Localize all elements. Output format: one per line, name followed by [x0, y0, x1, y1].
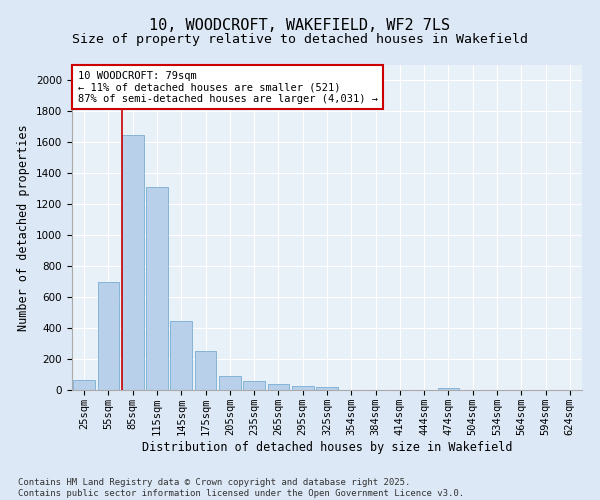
Text: 10, WOODCROFT, WAKEFIELD, WF2 7LS: 10, WOODCROFT, WAKEFIELD, WF2 7LS: [149, 18, 451, 32]
Bar: [219, 376, 241, 390]
Bar: [268, 384, 289, 390]
Bar: [292, 386, 314, 390]
Bar: [243, 382, 265, 390]
Text: 10 WOODCROFT: 79sqm
← 11% of detached houses are smaller (521)
87% of semi-detac: 10 WOODCROFT: 79sqm ← 11% of detached ho…: [77, 70, 377, 104]
Bar: [194, 350, 217, 390]
Text: Contains HM Land Registry data © Crown copyright and database right 2025.
Contai: Contains HM Land Registry data © Crown c…: [18, 478, 464, 498]
Bar: [146, 188, 168, 390]
Bar: [97, 282, 119, 390]
Bar: [73, 380, 95, 390]
Text: Size of property relative to detached houses in Wakefield: Size of property relative to detached ho…: [72, 32, 528, 46]
Bar: [122, 134, 143, 390]
Bar: [437, 388, 460, 390]
Y-axis label: Number of detached properties: Number of detached properties: [17, 124, 31, 331]
Bar: [170, 321, 192, 390]
Bar: [316, 387, 338, 390]
X-axis label: Distribution of detached houses by size in Wakefield: Distribution of detached houses by size …: [142, 440, 512, 454]
